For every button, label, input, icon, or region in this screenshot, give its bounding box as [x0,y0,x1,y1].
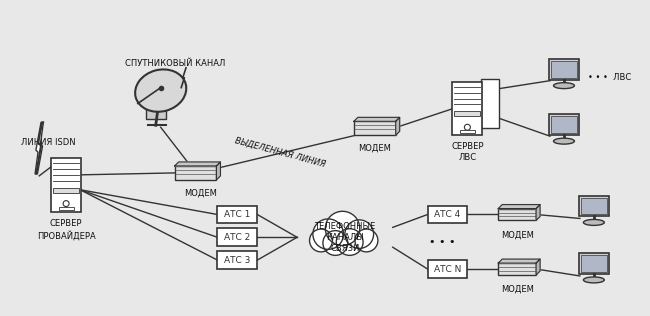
Text: • • •: • • • [429,237,456,247]
Text: МОДЕМ: МОДЕМ [358,144,391,153]
Circle shape [313,219,343,249]
Polygon shape [536,204,540,221]
Bar [551,116,577,133]
Bar [549,114,579,135]
Text: МОДЕМ: МОДЕМ [500,285,534,294]
Text: АТС N: АТС N [434,264,461,274]
Circle shape [336,229,363,255]
Bar [53,188,79,193]
Circle shape [323,231,348,255]
Bar [482,79,499,128]
Bar [499,263,536,275]
Circle shape [464,124,471,130]
Bar [579,253,609,274]
Polygon shape [175,162,220,166]
Text: СПУТНИКОВЫЙ КАНАЛ: СПУТНИКОВЫЙ КАНАЛ [125,59,226,68]
Bar [551,61,577,78]
Bar [499,209,536,221]
Bar [146,107,166,119]
Bar [549,59,579,80]
Ellipse shape [584,277,605,283]
Bar [218,206,257,223]
Circle shape [355,229,378,252]
Text: СЕРВЕР
ПРОВАЙДЕРА: СЕРВЕР ПРОВАЙДЕРА [37,219,96,241]
Text: АТС 4: АТС 4 [434,210,461,219]
Text: АТС 1: АТС 1 [224,210,250,219]
Ellipse shape [584,219,605,225]
Circle shape [345,220,374,248]
Bar [581,198,607,215]
Polygon shape [499,204,540,209]
Circle shape [325,211,359,246]
Text: АТС 3: АТС 3 [224,256,250,264]
Polygon shape [536,259,540,275]
Bar [354,121,396,135]
Text: ВЫДЕЛЕННАЯ ЛИНИЯ: ВЫДЕЛЕННАЯ ЛИНИЯ [234,136,326,168]
Text: ТЕЛЕФОННЫЕ
КАНАЛЫ
СВЯЗИ: ТЕЛЕФОННЫЕ КАНАЛЫ СВЯЗИ [315,222,376,253]
Circle shape [63,201,69,207]
Bar [175,166,216,180]
Bar [59,207,74,210]
Bar [428,206,467,223]
Bar [579,196,609,216]
Polygon shape [499,259,540,263]
Polygon shape [354,117,400,121]
Bar [454,112,480,116]
Text: СЕРВЕР
ЛВС: СЕРВЕР ЛВС [451,142,484,162]
Bar [428,260,467,278]
Text: МОДЕМ: МОДЕМ [500,230,534,239]
Bar [218,228,257,246]
Ellipse shape [554,138,575,144]
Circle shape [309,229,333,252]
Ellipse shape [554,83,575,88]
Polygon shape [396,117,400,135]
Ellipse shape [135,70,187,112]
Polygon shape [35,122,44,174]
Text: ЛИНИЯ ISDN: ЛИНИЯ ISDN [21,138,76,147]
Bar [460,130,475,133]
Polygon shape [216,162,220,180]
Bar [51,158,81,211]
Bar [218,251,257,269]
Bar [581,255,607,272]
Bar [452,82,482,135]
Text: • • •  ЛВС: • • • ЛВС [588,73,631,82]
Text: МОДЕМ: МОДЕМ [184,189,217,198]
Text: АТС 2: АТС 2 [224,233,250,242]
